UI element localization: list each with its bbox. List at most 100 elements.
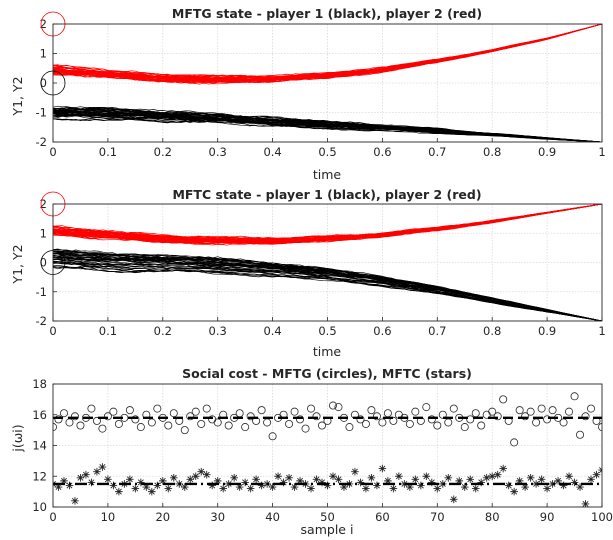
data-point-circle [532, 418, 541, 427]
chart-title: MFTG state - player 1 (black), player 2 … [172, 6, 482, 21]
data-point-circle [433, 421, 442, 430]
series-line [53, 262, 602, 321]
data-point-circle [268, 432, 277, 441]
data-point-circle [372, 412, 381, 421]
data-point-star [202, 470, 211, 479]
data-point-star [559, 481, 568, 490]
data-point-star [521, 483, 529, 491]
series-line [53, 258, 602, 321]
data-point-circle [70, 412, 79, 421]
data-point-star [400, 480, 409, 488]
y-tick-label: 18 [32, 377, 47, 391]
data-point-star [241, 478, 249, 487]
x-tick-label: 100 [591, 510, 613, 524]
data-point-circle [318, 421, 327, 430]
data-point-star [285, 473, 293, 482]
data-point-circle [169, 409, 178, 418]
data-point-star [219, 484, 227, 493]
data-point-star [587, 475, 595, 484]
data-point-circle [109, 407, 118, 416]
data-point-star [159, 477, 167, 485]
data-point-circle [147, 418, 156, 427]
x-tick-label: 40 [265, 510, 280, 524]
x-tick-label: 0.3 [209, 324, 227, 338]
data-point-star [323, 481, 332, 490]
x-tick-label: 0.5 [318, 145, 336, 159]
series-line [53, 108, 602, 142]
x-tick-label: 0.3 [209, 145, 227, 159]
data-point-star [197, 467, 206, 476]
x-tick-label: 0.1 [99, 145, 117, 159]
data-point-star [417, 481, 425, 490]
data-point-circle [345, 423, 354, 432]
data-point-star [433, 484, 442, 493]
trajectory-bundle [53, 105, 602, 142]
data-point-star [137, 478, 145, 487]
x-tick-label: 50 [320, 510, 335, 524]
data-point-star [565, 472, 573, 481]
series-line [53, 253, 602, 321]
data-point-circle [235, 409, 244, 418]
data-point-circle [224, 421, 233, 430]
data-point-star [318, 478, 326, 487]
data-point-star [471, 484, 480, 493]
data-point-star [208, 481, 217, 490]
data-point-star [115, 487, 123, 496]
data-point-star [191, 472, 200, 481]
data-point-circle [477, 421, 486, 430]
panel-mftg-state: MFTG state - player 1 (black), player 2 … [10, 6, 606, 182]
data-point-star [444, 473, 453, 482]
data-point-star [153, 481, 162, 490]
data-point-star [477, 478, 486, 487]
x-tick-label: 1 [598, 324, 605, 338]
series-line [53, 204, 602, 244]
x-tick-label: 70 [430, 510, 445, 524]
data-point-circle [136, 423, 145, 432]
data-point-circle [438, 410, 447, 419]
axes-box [52, 23, 603, 143]
chart-title: MFTC state - player 1 (black), player 2 … [172, 187, 481, 202]
y-tick-label: -2 [36, 135, 47, 149]
data-point-star [76, 473, 85, 482]
data-point-star [515, 477, 524, 485]
data-point-circle [537, 404, 546, 413]
data-point-star [537, 475, 546, 484]
data-point-star [104, 475, 112, 484]
x-tick-label: 0 [49, 510, 56, 524]
data-point-star [499, 464, 507, 473]
data-point-star [504, 481, 513, 490]
data-point-star [389, 484, 398, 493]
data-point-circle [460, 423, 469, 432]
data-point-star [411, 475, 420, 484]
data-point-star [82, 470, 90, 479]
data-point-star [87, 478, 96, 487]
data-point-circle [285, 419, 294, 428]
series-line [53, 204, 602, 243]
data-point-circle [92, 416, 101, 425]
data-point-circle [383, 409, 392, 418]
x-tick-label: 90 [540, 510, 555, 524]
series-line [53, 266, 602, 321]
data-point-star [268, 483, 277, 491]
y-tick-label: -2 [36, 314, 47, 328]
data-point-star [235, 483, 244, 491]
data-point-star [543, 484, 551, 493]
data-point-star [340, 483, 348, 491]
data-point-circle [499, 395, 508, 404]
data-point-circle [153, 404, 162, 413]
x-axis-label: sample i [301, 522, 354, 537]
data-point-star [131, 484, 140, 493]
x-axis-label: time [313, 344, 342, 359]
trajectory-bundle [53, 248, 602, 321]
x-tick-label: 0.2 [154, 145, 172, 159]
data-point-star [395, 472, 403, 481]
data-point-circle [598, 423, 602, 432]
data-point-circle [587, 404, 596, 413]
y-tick-label: 0 [40, 256, 47, 270]
series-line [53, 251, 602, 321]
data-point-circle [515, 406, 524, 415]
data-point-circle [246, 412, 255, 421]
data-point-circle [312, 412, 321, 421]
data-point-star [148, 487, 156, 496]
